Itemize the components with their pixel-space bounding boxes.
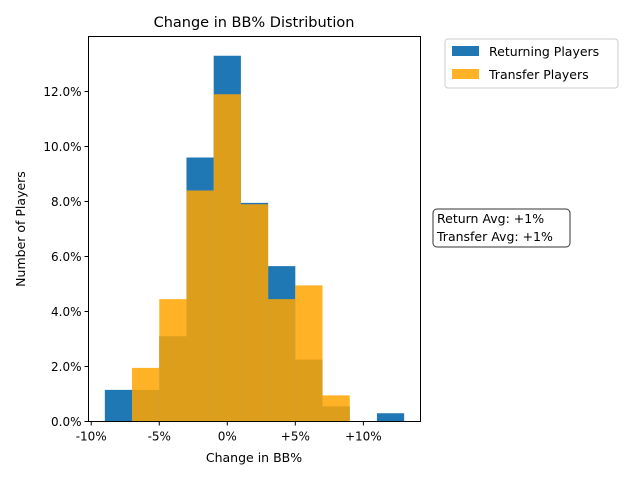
legend-label-transfer: Transfer Players: [488, 67, 589, 82]
plot-bars: [104, 55, 405, 422]
legend-swatch-returning: [452, 46, 479, 56]
transfer-bar-2: [159, 299, 187, 422]
annotation-transfer-avg: Transfer Avg: +1%: [436, 229, 553, 244]
x-tick-label: 0%: [218, 430, 237, 444]
y-tick-label: 10.0%: [43, 140, 81, 154]
legend: Returning Players Transfer Players: [444, 38, 619, 89]
transfer-bar-1: [132, 367, 160, 422]
transfer-bar-3: [186, 190, 214, 422]
transfer-bar-8: [322, 395, 350, 422]
y-tick-label: 6.0%: [51, 250, 82, 264]
legend-label-returning: Returning Players: [489, 44, 599, 59]
chart-title: Change in BB% Distribution: [154, 15, 355, 31]
legend-frame: [444, 38, 619, 89]
y-tick-label: 8.0%: [51, 195, 82, 209]
returning-bar-10: [376, 413, 405, 422]
average-annotation: Return Avg: +1% Transfer Avg: +1%: [432, 208, 571, 248]
transfer-bar-7: [295, 285, 323, 422]
transfer-bar-5: [240, 204, 269, 422]
returning-bar-0: [104, 389, 133, 422]
y-tick-label: 12.0%: [43, 85, 81, 99]
plot-frame: [88, 36, 421, 422]
transfer-bar-6: [268, 299, 296, 422]
y-axis: 0.0% 2.0% 4.0% 6.0% 8.0% 10.0% 12.0%: [43, 85, 89, 429]
x-tick-label: +10%: [345, 430, 382, 444]
x-axis-label: Change in BB%: [206, 450, 302, 465]
x-tick-label: -10%: [76, 430, 107, 444]
x-tick-label: -5%: [148, 430, 171, 444]
annotation-return-avg: Return Avg: +1%: [437, 211, 544, 226]
y-tick-label: 4.0%: [51, 305, 82, 319]
transfer-bar-4: [213, 94, 241, 422]
y-tick-label: 2.0%: [51, 360, 82, 374]
legend-swatch-transfer: [452, 69, 479, 79]
x-axis: -10% -5% 0% +5% +10%: [76, 421, 382, 444]
annotation-box: [432, 208, 571, 248]
y-tick-label: 0.0%: [51, 415, 82, 429]
y-axis-label: Number of Players: [13, 171, 28, 287]
x-tick-label: +5%: [281, 430, 310, 444]
